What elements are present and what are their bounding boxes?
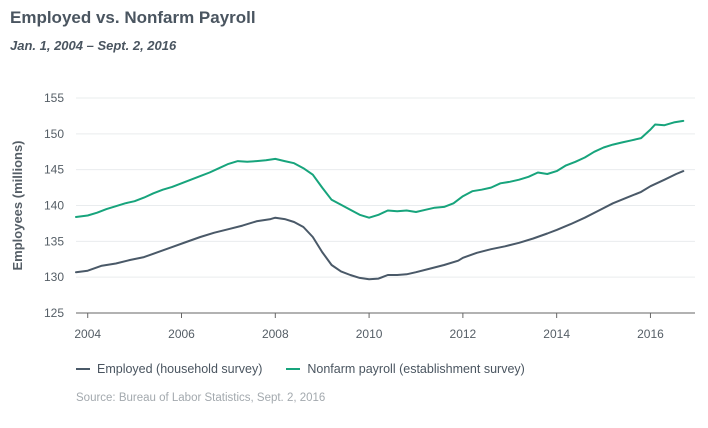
x-tick-label: 2010 (356, 327, 383, 341)
x-tick-label: 2016 (637, 327, 664, 341)
legend-swatch-payroll (286, 368, 301, 370)
y-tick-label: 140 (44, 199, 64, 213)
x-tick-label: 2006 (168, 327, 195, 341)
x-tick-label: 2008 (262, 327, 289, 341)
legend-label-employed: Employed (household survey) (97, 362, 263, 376)
source-note: Source: Bureau of Labor Statistics, Sept… (76, 392, 326, 404)
legend-swatch-employed (76, 368, 90, 370)
legend-item-payroll: Nonfarm payroll (establishment survey) (286, 362, 525, 376)
y-axis-ticks: 125 130 135 140 145 150 155 (44, 91, 64, 320)
y-tick-label: 135 (44, 234, 64, 248)
y-tick-label: 130 (44, 270, 64, 284)
x-tick-label: 2014 (543, 327, 570, 341)
y-tick-label: 125 (44, 306, 64, 320)
series-line-payroll (75, 119, 685, 219)
y-axis-label: Employees (millions) (10, 140, 25, 270)
chart-legend: Employed (household survey) Nonfarm payr… (76, 362, 549, 376)
x-tick-label: 2004 (74, 327, 101, 341)
y-tick-label: 150 (44, 127, 64, 141)
chart-title: Employed vs. Nonfarm Payroll (10, 8, 256, 27)
legend-label-payroll: Nonfarm payroll (establishment survey) (307, 362, 525, 376)
y-tick-label: 145 (44, 163, 64, 177)
x-axis-ticks: 2004 2006 2008 2010 2012 2014 2016 (74, 313, 664, 341)
gridlines (76, 97, 695, 278)
series-lines (75, 119, 685, 281)
x-tick-label: 2012 (450, 327, 477, 341)
legend-item-employed: Employed (household survey) (76, 362, 262, 376)
series-line-employed (75, 170, 685, 281)
y-tick-label: 155 (44, 91, 64, 105)
chart-subtitle: Jan. 1, 2004 – Sept. 2, 2016 (10, 38, 177, 53)
